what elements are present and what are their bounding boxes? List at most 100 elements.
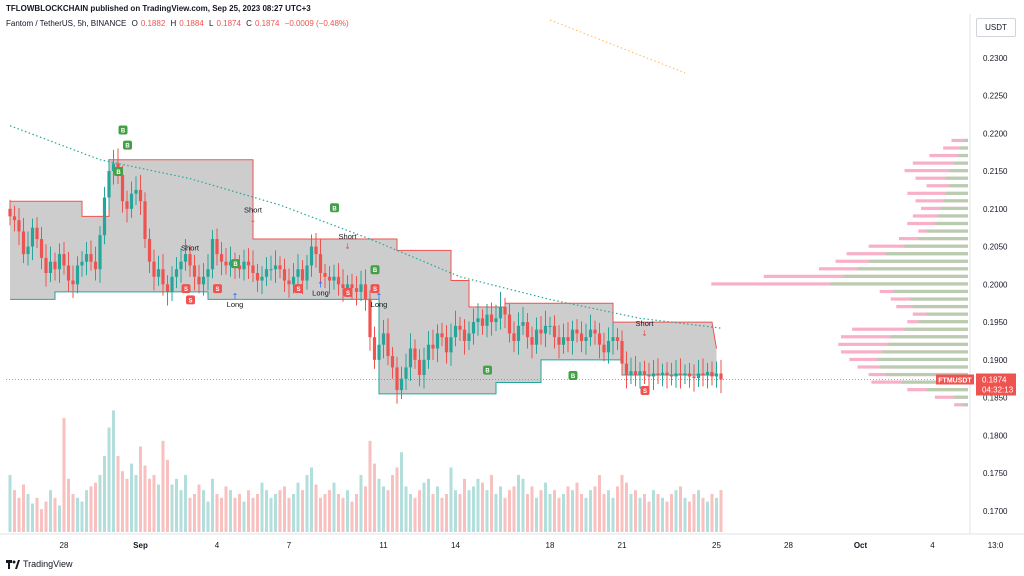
signal-marker-label: B: [485, 369, 490, 375]
candle-body: [125, 201, 129, 209]
sell-signal-marker: [370, 284, 380, 294]
candle-body: [458, 325, 462, 330]
candle-body: [395, 367, 399, 391]
volume-profile-sell-bar: [943, 146, 968, 150]
candle-body: [503, 306, 507, 315]
candle-body: [197, 276, 201, 285]
candle-body: [431, 344, 435, 349]
y-tick-label: 0.1900: [983, 356, 1008, 365]
volume-bar: [634, 490, 637, 532]
volume-bar: [71, 494, 75, 532]
volume-profile-buy-bar: [943, 199, 968, 203]
short-annotation: Short: [636, 319, 655, 328]
volume-profile-buy-bar: [879, 365, 968, 369]
signal-marker-label: S: [184, 287, 188, 293]
volume-bar: [400, 452, 403, 532]
candle-body: [651, 373, 656, 377]
volume-bar: [494, 494, 498, 532]
signal-marker-label: S: [188, 298, 192, 304]
volume-bar: [359, 475, 363, 532]
price-tag-symbol: FTMUSDT: [938, 377, 972, 384]
candle-body: [111, 163, 116, 172]
candle-body: [642, 371, 647, 375]
buy-signal-marker: [114, 167, 123, 177]
channel-upper-line: [10, 159, 717, 349]
volume-bar: [490, 475, 493, 532]
volume-profile-buy-bar: [893, 289, 968, 294]
candle-body: [386, 333, 390, 357]
candle-body: [89, 254, 93, 262]
candle-body: [710, 371, 714, 377]
signal-marker-label: S: [296, 287, 300, 293]
short-annotation: Short: [244, 206, 263, 215]
candle-body: [399, 378, 404, 391]
x-tick-label: 4: [930, 541, 935, 550]
volume-bar: [454, 490, 457, 532]
short-arrow-icon: ↓: [187, 253, 194, 262]
signal-marker-label: B: [233, 262, 238, 268]
candle-body: [611, 337, 615, 341]
x-tick-label: 7: [287, 541, 292, 550]
candle-body: [323, 273, 327, 277]
signal-marker-label: B: [332, 206, 337, 212]
volume-bar: [148, 478, 151, 532]
signal-marker-label: S: [643, 389, 647, 395]
volume-bar: [256, 494, 259, 532]
candle-body: [287, 280, 291, 285]
volume-bar: [85, 490, 88, 532]
volume-bar: [22, 484, 25, 532]
buy-signal-marker: [370, 265, 380, 275]
candle-body: [165, 284, 170, 292]
volume-bar: [233, 497, 237, 532]
volume-bar: [161, 440, 165, 532]
tradingview-logo[interactable]: TradingView: [6, 559, 73, 569]
volume-bar: [229, 490, 232, 532]
volume-bar: [328, 490, 331, 532]
signal-marker-label: B: [571, 374, 576, 380]
volume-bar: [503, 497, 507, 532]
candle-body: [314, 246, 318, 255]
candle-body: [422, 359, 426, 375]
x-tick-label: 28: [784, 541, 793, 550]
volume-bar: [49, 490, 52, 532]
candle-body: [278, 265, 282, 270]
candle-body: [597, 333, 602, 345]
candle-body: [552, 325, 557, 338]
volume-profile-buy-bar: [963, 138, 968, 143]
candle-body: [440, 333, 444, 338]
symbol-ohlc-line: Fantom / TetherUS, 5h, BINANCE O 0.1882 H…: [6, 19, 352, 28]
candle-body: [453, 325, 458, 338]
volume-bar: [472, 486, 475, 532]
candle-body: [548, 325, 552, 327]
volume-bar: [134, 475, 138, 532]
symbol-name[interactable]: Fantom / TetherUS, 5h, BINANCE: [6, 19, 127, 28]
x-tick-label: 13:0: [988, 541, 1004, 550]
y-tick-label: 0.2250: [983, 92, 1008, 101]
candle-body: [381, 333, 386, 345]
short-annotation: Short: [339, 232, 358, 241]
volume-bar: [157, 484, 160, 532]
volume-bar: [251, 497, 255, 532]
candle-body: [498, 306, 503, 319]
volume-profile-sell-bar: [954, 403, 968, 407]
volume-bar: [35, 497, 39, 532]
volume-bar: [350, 501, 354, 532]
volume-bar: [463, 478, 466, 532]
volume-bar: [535, 497, 538, 532]
volume-profile-buy-bar: [926, 312, 968, 316]
volume-bar: [449, 467, 453, 532]
currency-button[interactable]: USDT: [976, 18, 1016, 37]
volume-bar: [170, 484, 174, 532]
candle-body: [471, 322, 476, 334]
volume-bar: [661, 497, 664, 532]
volume-bar: [539, 490, 543, 532]
sell-signal-marker: [213, 284, 222, 294]
candle-body: [156, 269, 161, 277]
volume-bar: [247, 490, 250, 532]
candle-body: [296, 269, 300, 277]
candle-body: [183, 254, 188, 262]
candle-body: [485, 314, 489, 326]
volume-bar: [67, 478, 70, 532]
volume-bar: [184, 475, 187, 532]
